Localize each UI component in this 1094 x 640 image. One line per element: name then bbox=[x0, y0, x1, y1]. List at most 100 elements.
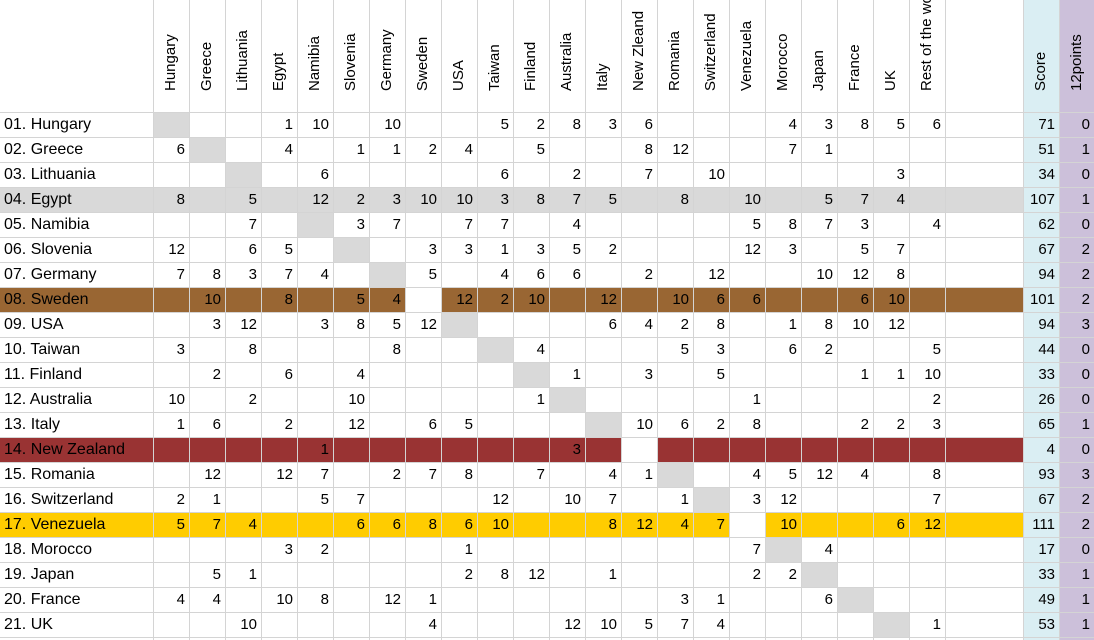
points-cell: 0 bbox=[1081, 116, 1090, 133]
table-row[interactable]: 03. Lithuania 6 6 2 7 10 3 34 0 bbox=[0, 162, 1094, 187]
column-header: Venezuela bbox=[729, 0, 765, 112]
vote-cell bbox=[441, 437, 477, 462]
table-row[interactable]: 10. Taiwan 3 8 8 4 5 3 6 2 5 44 0 bbox=[0, 337, 1094, 362]
self-vote-cell bbox=[441, 312, 477, 337]
vote-cell bbox=[333, 562, 369, 587]
vote-cell: 12 bbox=[672, 141, 689, 158]
table-row[interactable]: 02. Greece 6 4 1 1 2 4 5 8 12 7 1 51 1 bbox=[0, 137, 1094, 162]
vote-cell: 12 bbox=[240, 316, 257, 333]
points-cell: 0 bbox=[1081, 391, 1090, 408]
vote-cell bbox=[693, 112, 729, 137]
table-row[interactable]: 06. Slovenia 12 6 5 3 3 1 3 5 2 12 3 5 7 67 2 bbox=[0, 237, 1094, 262]
table-row[interactable]: 19. Japan 5 1 2 8 12 1 2 2 33 1 bbox=[0, 562, 1094, 587]
vote-cell: 5 bbox=[428, 266, 437, 283]
table-row[interactable]: 15. Romania 12 12 7 2 7 8 7 4 1 4 5 12 4 8 93 3 bbox=[0, 462, 1094, 487]
self-vote-cell bbox=[297, 212, 333, 237]
vote-cell: 10 bbox=[672, 291, 689, 308]
vote-cell: 3 bbox=[356, 216, 365, 233]
vote-cell: 12 bbox=[168, 241, 185, 258]
vote-cell: 4 bbox=[608, 466, 617, 483]
vote-cell bbox=[189, 137, 225, 162]
vote-cell: 2 bbox=[644, 266, 653, 283]
row-label: 15. Romania bbox=[4, 466, 95, 483]
grid-line-v bbox=[909, 0, 910, 640]
vote-cell bbox=[225, 437, 261, 462]
table-row[interactable]: 14. New Zealand 1 3 4 0 bbox=[0, 437, 1094, 462]
vote-cell bbox=[333, 587, 369, 612]
table-row[interactable]: 13. Italy 1 6 2 12 6 5 10 6 2 8 2 2 3 65 1 bbox=[0, 412, 1094, 437]
vote-cell bbox=[297, 512, 333, 537]
vote-cell: 6 bbox=[788, 341, 797, 358]
vote-cell bbox=[909, 162, 945, 187]
vote-cell bbox=[693, 387, 729, 412]
table-row[interactable]: 08. Sweden 10 8 5 4 12 2 10 12 10 6 6 6 10 101 2 bbox=[0, 287, 1094, 312]
vote-cell: 6 bbox=[932, 116, 941, 133]
vote-cell: 10 bbox=[456, 191, 473, 208]
vote-cell: 12 bbox=[528, 566, 545, 583]
column-header-label: Romania bbox=[666, 30, 683, 91]
table-row[interactable]: 09. USA 3 12 3 8 5 12 6 4 2 8 1 8 10 12 94 3 bbox=[0, 312, 1094, 337]
table-row[interactable]: 16. Switzerland 2 1 5 7 12 10 7 1 3 12 7 67 2 bbox=[0, 487, 1094, 512]
table-row[interactable]: 04. Egypt 8 5 12 2 3 10 10 3 8 7 5 8 10 5 7 4 107 1 bbox=[0, 187, 1094, 212]
vote-cell bbox=[873, 587, 909, 612]
vote-cell: 8 bbox=[320, 591, 329, 608]
vote-cell: 10 bbox=[744, 191, 761, 208]
vote-cell bbox=[729, 137, 765, 162]
vote-cell: 2 bbox=[248, 391, 257, 408]
vote-cell bbox=[333, 162, 369, 187]
vote-cell: 2 bbox=[788, 566, 797, 583]
table-row[interactable]: 20. France 4 4 10 8 12 1 3 1 6 49 1 bbox=[0, 587, 1094, 612]
vote-cell bbox=[729, 337, 765, 362]
self-vote-cell bbox=[261, 187, 297, 212]
vote-cell: 6 bbox=[608, 316, 617, 333]
points-cell: 2 bbox=[1081, 516, 1090, 533]
vote-cell bbox=[621, 587, 657, 612]
column-header: Italy bbox=[585, 0, 621, 112]
score-cell: 67 bbox=[1038, 491, 1055, 508]
row-label: 21. UK bbox=[4, 616, 53, 633]
column-header: Finland bbox=[513, 0, 549, 112]
table-row[interactable]: 12. Australia 10 2 10 1 1 2 26 0 bbox=[0, 387, 1094, 412]
vote-cell bbox=[909, 587, 945, 612]
table-row[interactable]: 05. Namibia 7 3 7 7 7 4 5 8 7 3 4 62 0 bbox=[0, 212, 1094, 237]
table-row[interactable]: 17. Venezuela 5 7 4 6 6 8 6 10 8 12 4 7 10 6 12 111 2 bbox=[0, 512, 1094, 537]
score-cell: 65 bbox=[1038, 416, 1055, 433]
vote-cell bbox=[549, 537, 585, 562]
vote-cell: 8 bbox=[248, 341, 257, 358]
table-row[interactable]: 21. UK 10 4 12 10 5 7 4 1 53 1 bbox=[0, 612, 1094, 637]
table-row[interactable]: 01. Hungary 1 10 10 5 2 8 3 6 4 3 8 5 6 71 0 bbox=[0, 112, 1094, 137]
vote-cell: 3 bbox=[248, 266, 257, 283]
vote-cell bbox=[189, 237, 225, 262]
vote-cell bbox=[261, 337, 297, 362]
column-header-label: Hungary bbox=[162, 34, 179, 91]
vote-cell bbox=[369, 537, 405, 562]
vote-cell bbox=[873, 437, 909, 462]
vote-cell bbox=[909, 187, 945, 212]
vote-cell bbox=[369, 387, 405, 412]
vote-cell: 2 bbox=[752, 566, 761, 583]
table-row[interactable]: 18. Morocco 3 2 1 7 4 17 0 bbox=[0, 537, 1094, 562]
column-header-label: Taiwan bbox=[486, 44, 503, 91]
vote-cell: 1 bbox=[536, 391, 545, 408]
vote-cell bbox=[729, 587, 765, 612]
vote-cell: 12 bbox=[312, 191, 329, 208]
vote-cell bbox=[261, 437, 297, 462]
vote-cell bbox=[261, 312, 297, 337]
score-cell: 33 bbox=[1038, 566, 1055, 583]
row-label: 08. Sweden bbox=[4, 291, 89, 308]
grid-line-v bbox=[333, 0, 334, 640]
grid-line-h bbox=[0, 612, 1094, 613]
row-label: 19. Japan bbox=[4, 566, 75, 583]
vote-cell: 1 bbox=[716, 591, 725, 608]
vote-cell bbox=[585, 362, 621, 387]
vote-cell: 5 bbox=[464, 416, 473, 433]
column-header: Japan bbox=[801, 0, 837, 112]
table-row[interactable]: 11. Finland 2 6 4 1 3 5 1 1 10 33 0 bbox=[0, 362, 1094, 387]
column-header: France bbox=[837, 0, 873, 112]
vote-cell bbox=[837, 487, 873, 512]
vote-cell: 1 bbox=[212, 491, 221, 508]
vote-cell bbox=[441, 587, 477, 612]
vote-cell bbox=[657, 362, 693, 387]
vote-cell bbox=[225, 162, 261, 187]
table-row[interactable]: 07. Germany 7 8 3 7 4 5 4 6 6 2 12 10 12 8 94 2 bbox=[0, 262, 1094, 287]
